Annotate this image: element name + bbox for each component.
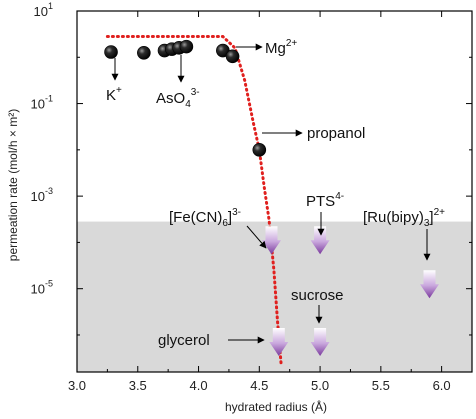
x-tick-label: 5.0 [311,378,329,393]
y-tick-label: 101 [34,1,53,19]
below-limit-arrow [262,226,281,255]
below-limit-arrow [310,328,330,356]
annotation-sucrose: sucrose [291,287,344,324]
y-tick-label: 10-1 [31,94,53,112]
data-point [225,49,240,64]
svg-text:K+: K+ [106,85,122,104]
annotation-rubipy: [Ru(bipy)3]2+ [363,207,445,261]
annotation-fecn: [Fe(CN)6]3- [169,207,267,249]
svg-text:glycerol: glycerol [158,332,210,349]
svg-text:sucrose: sucrose [291,287,344,304]
below-limit-arrow [420,270,439,299]
data-point [179,39,194,54]
y-axis-label: permeation rate (mol/h × m²) [6,109,20,261]
annotation-propanol: propanol [262,125,365,142]
x-tick-label: 6.0 [433,378,451,393]
annotation-pts: PTS4- [306,191,344,236]
x-tick-label: 4.5 [250,378,268,393]
data-point [104,45,118,59]
y-tick-label: 10-5 [31,279,53,297]
x-tick-label: 3.5 [129,378,147,393]
x-tick-label: 5.5 [372,378,390,393]
data-point [252,143,267,157]
annotation-k: K+ [106,58,122,104]
axis-ticks-layer: 3.0 3.5 4.0 4.5 5.0 5.5 6.0 101 10-1 10-3 10-5 [31,1,472,393]
y-tick-label: 10-3 [31,186,53,204]
annotation-aso4: AsO43- [156,55,200,110]
svg-text:Mg2+: Mg2+ [265,38,297,57]
below-limit-arrows-layer [262,226,439,356]
data-points-layer [104,39,267,157]
svg-text:AsO43-: AsO43- [156,87,200,110]
below-limit-arrow [269,328,289,356]
x-axis-label: hydrated radius (Å) [225,399,327,414]
x-tick-label: 4.0 [189,378,207,393]
svg-text:propanol: propanol [307,125,365,142]
data-point [137,45,151,60]
svg-text:PTS4-: PTS4- [306,191,344,210]
plot-frame [76,10,473,373]
svg-text:[Ru(bipy)3]2+: [Ru(bipy)3]2+ [363,207,445,229]
annotation-mg: Mg2+ [236,38,297,57]
x-tick-label: 3.0 [68,378,86,393]
annotation-glycerol: glycerol [158,332,265,349]
svg-text:[Fe(CN)6]3-: [Fe(CN)6]3- [169,207,241,229]
below-limit-arrow [310,226,330,255]
